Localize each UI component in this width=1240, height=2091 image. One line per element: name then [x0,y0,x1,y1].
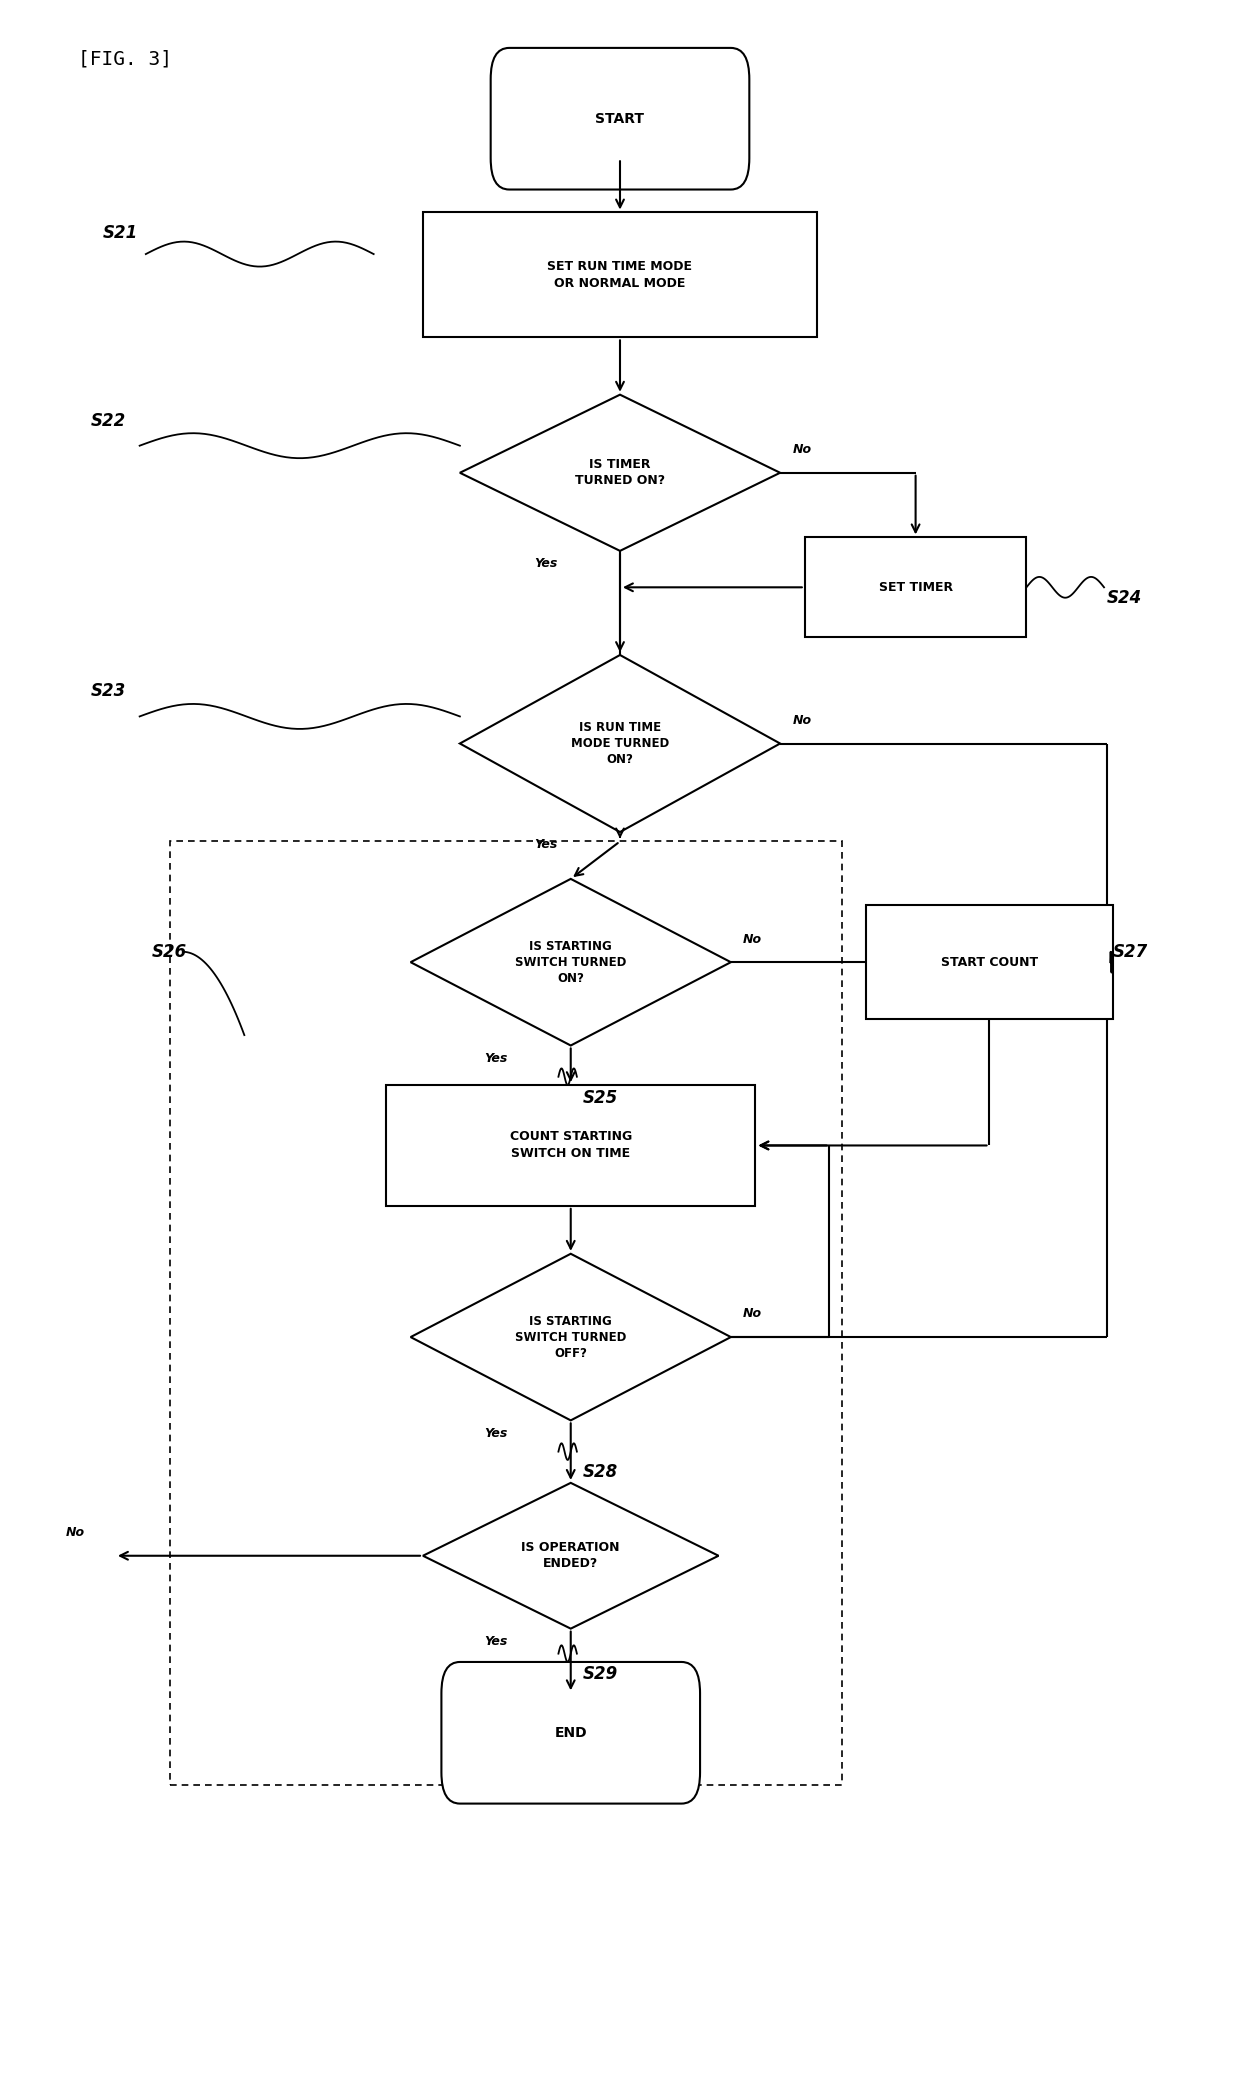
Text: SET TIMER: SET TIMER [878,581,952,594]
Text: IS STARTING
SWITCH TURNED
ON?: IS STARTING SWITCH TURNED ON? [515,939,626,985]
Text: IS TIMER
TURNED ON?: IS TIMER TURNED ON? [575,458,665,487]
FancyBboxPatch shape [441,1662,701,1805]
Text: START: START [595,111,645,125]
Text: No: No [743,1307,763,1319]
Text: S22: S22 [91,412,125,429]
Text: S24: S24 [1106,590,1142,606]
Text: START COUNT: START COUNT [941,956,1038,968]
Bar [170,841,842,1786]
Polygon shape [410,878,730,1046]
Text: SET RUN TIME MODE
OR NORMAL MODE: SET RUN TIME MODE OR NORMAL MODE [548,259,692,291]
Text: Yes: Yes [533,838,557,851]
Bar [423,213,817,337]
Bar [867,905,1112,1020]
Text: No: No [792,713,811,728]
Bar [386,1085,755,1207]
Text: [FIG. 3]: [FIG. 3] [78,50,172,69]
Text: No: No [66,1526,84,1539]
Text: IS RUN TIME
MODE TURNED
ON?: IS RUN TIME MODE TURNED ON? [570,721,670,765]
Text: Yes: Yes [533,556,557,571]
Text: COUNT STARTING
SWITCH ON TIME: COUNT STARTING SWITCH ON TIME [510,1131,632,1161]
Text: Yes: Yes [485,1426,508,1439]
Polygon shape [410,1255,730,1420]
Text: IS OPERATION
ENDED?: IS OPERATION ENDED? [522,1541,620,1570]
Text: No: No [792,443,811,456]
Text: S29: S29 [583,1664,619,1683]
Text: S27: S27 [1112,943,1148,960]
Text: S23: S23 [91,682,125,700]
Text: S25: S25 [583,1089,619,1106]
Text: IS STARTING
SWITCH TURNED
OFF?: IS STARTING SWITCH TURNED OFF? [515,1315,626,1359]
Text: END: END [554,1725,587,1740]
Polygon shape [460,395,780,550]
Text: No: No [743,933,763,945]
Text: Yes: Yes [485,1635,508,1648]
Text: S21: S21 [103,224,138,243]
Polygon shape [423,1483,718,1629]
FancyBboxPatch shape [491,48,749,190]
Text: S28: S28 [583,1464,619,1480]
Text: Yes: Yes [485,1052,508,1064]
Text: S26: S26 [153,943,187,960]
Polygon shape [460,654,780,832]
Bar [805,537,1027,638]
